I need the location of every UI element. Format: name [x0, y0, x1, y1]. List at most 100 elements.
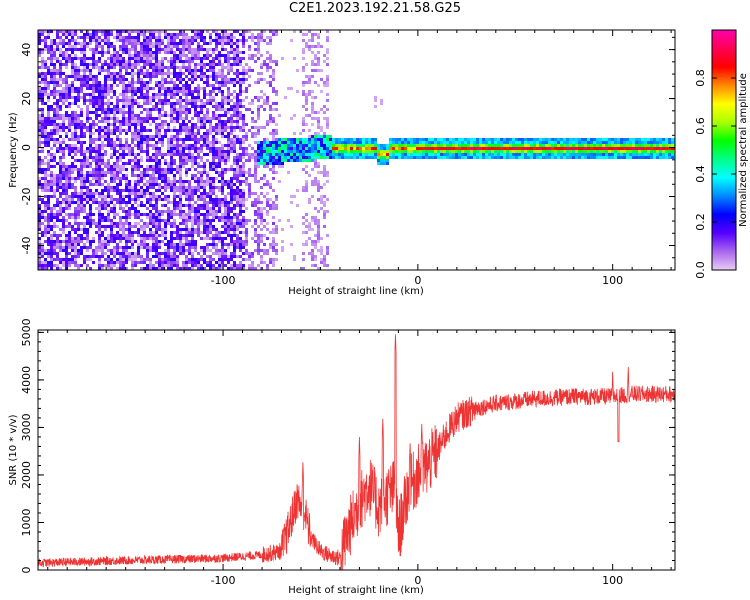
- spectrogram-cell: [68, 129, 71, 132]
- spectrogram-cell: [218, 207, 221, 210]
- spectrogram-cell: [179, 186, 182, 189]
- spectrogram-cell: [281, 57, 284, 60]
- spectrogram-cell: [71, 237, 74, 240]
- spectrogram-cell: [86, 108, 89, 111]
- spectrogram-cell: [167, 141, 170, 144]
- spectrogram-cell: [242, 75, 245, 78]
- spectrogram-cell: [59, 201, 62, 204]
- spectrogram-cell: [179, 99, 182, 102]
- spectrogram-cell: [89, 39, 92, 42]
- spectrogram-cell: [116, 99, 119, 102]
- spectrogram-cell: [203, 153, 206, 156]
- spectrogram-cell: [95, 174, 98, 177]
- spectrogram-cell: [317, 144, 320, 147]
- spectrogram-cell: [125, 147, 128, 150]
- spectrogram-cell: [89, 171, 92, 174]
- spectrogram-cell: [122, 51, 125, 54]
- spectrogram-cell: [119, 39, 122, 42]
- spectrogram-cell: [233, 264, 236, 267]
- spectrogram-cell: [95, 198, 98, 201]
- spectrogram-cell: [182, 141, 185, 144]
- spectrogram-cell: [131, 63, 134, 66]
- spectrogram-cell: [350, 153, 353, 156]
- spectrogram-cell: [269, 30, 272, 33]
- spectrogram-cell: [74, 153, 77, 156]
- spectrogram-cell: [155, 195, 158, 198]
- spectrogram-cell: [236, 108, 239, 111]
- spectrogram-cell: [53, 141, 56, 144]
- spectrogram-cell: [194, 231, 197, 234]
- spectrogram-cell: [311, 36, 314, 39]
- spectrogram-cell: [140, 48, 143, 51]
- spectrogram-cell: [83, 135, 86, 138]
- spectrogram-cell: [305, 180, 308, 183]
- spectrogram-cell: [155, 108, 158, 111]
- spectrogram-cell: [188, 207, 191, 210]
- spectrogram-cell: [323, 165, 326, 168]
- spectrogram-cell: [284, 144, 287, 147]
- spectrogram-cell: [197, 57, 200, 60]
- spectrogram-cell: [401, 147, 404, 150]
- spectrogram-cell: [188, 108, 191, 111]
- spectrogram-cell: [260, 249, 263, 252]
- spectrogram-cell: [173, 111, 176, 114]
- spectrogram-cell: [221, 189, 224, 192]
- spectrogram-cell: [218, 108, 221, 111]
- spectrogram-cell: [170, 105, 173, 108]
- spectrogram-cell: [53, 117, 56, 120]
- spectrogram-cell: [131, 69, 134, 72]
- spectrogram-cell: [176, 213, 179, 216]
- spectrogram-cell: [383, 150, 386, 153]
- spectrogram-cell: [347, 147, 350, 150]
- spectrogram-cell: [320, 126, 323, 129]
- spectrogram-cell: [200, 231, 203, 234]
- spectrogram-cell: [320, 135, 323, 138]
- spectrogram-cell: [197, 258, 200, 261]
- spectrogram-cell: [68, 147, 71, 150]
- spectrogram-cell: [239, 111, 242, 114]
- spectrogram-cell: [149, 111, 152, 114]
- spectrogram-cell: [158, 81, 161, 84]
- spectrogram-cell: [131, 174, 134, 177]
- spectrogram-cell: [122, 120, 125, 123]
- spectrogram-cell: [149, 246, 152, 249]
- spectrogram-cell: [152, 174, 155, 177]
- spectrogram-cell: [359, 156, 362, 159]
- spectrogram-cell: [224, 96, 227, 99]
- spectrogram-cell: [146, 246, 149, 249]
- spectrogram-cell: [332, 138, 335, 141]
- spectrogram-cell: [107, 63, 110, 66]
- spectrogram-cell: [86, 264, 89, 267]
- spectrogram-cell: [137, 102, 140, 105]
- spectrogram-cell: [236, 267, 239, 270]
- spectrogram-cell: [167, 261, 170, 264]
- spectrogram-cell: [104, 33, 107, 36]
- spectrogram-cell: [41, 183, 44, 186]
- spectrogram-cell: [65, 258, 68, 261]
- spectrogram-cell: [176, 264, 179, 267]
- spectrogram-cell: [101, 156, 104, 159]
- spectrogram-cell: [200, 117, 203, 120]
- spectrogram-cell: [179, 90, 182, 93]
- spectrogram-cell: [110, 123, 113, 126]
- spectrogram-cell: [116, 120, 119, 123]
- spectrogram-cell: [137, 114, 140, 117]
- spectrogram-cell: [131, 45, 134, 48]
- spectrogram-cell: [71, 30, 74, 33]
- spectrogram-cell: [80, 63, 83, 66]
- spectrogram-cell: [98, 219, 101, 222]
- spectrogram-cell: [212, 210, 215, 213]
- spectrogram-cell: [65, 84, 68, 87]
- spectrogram-cell: [59, 72, 62, 75]
- spectrogram-cell: [239, 39, 242, 42]
- spectrogram-cell: [260, 258, 263, 261]
- spectrogram-cell: [203, 144, 206, 147]
- spectrogram-cell: [215, 147, 218, 150]
- spectrogram-cell: [260, 261, 263, 264]
- spectrogram-cell: [122, 108, 125, 111]
- spectrogram-cell: [59, 183, 62, 186]
- spectrogram-cell: [125, 105, 128, 108]
- spectrogram-cell: [179, 204, 182, 207]
- spectrogram-cell: [317, 111, 320, 114]
- spectrogram-cell: [170, 33, 173, 36]
